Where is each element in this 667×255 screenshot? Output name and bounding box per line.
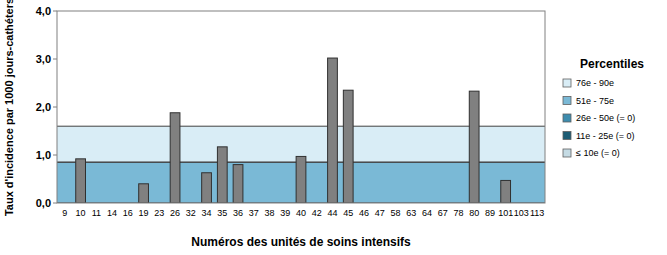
x-tick-label: 26 xyxy=(170,208,180,218)
x-tick-label: 58 xyxy=(390,208,400,218)
bar xyxy=(343,90,353,203)
legend-swatch xyxy=(563,79,571,87)
plot-frame xyxy=(57,11,545,203)
x-tick-label: 40 xyxy=(296,208,306,218)
x-tick-label: 46 xyxy=(359,208,369,218)
bar xyxy=(170,113,180,203)
legend-label: 76e - 90e xyxy=(576,78,614,88)
x-tick-label: 19 xyxy=(139,208,149,218)
bar xyxy=(233,165,243,203)
y-tick-label: 3,0 xyxy=(36,53,51,65)
x-tick-label: 47 xyxy=(375,208,385,218)
legend-label: ≤ 10e (= 0) xyxy=(576,148,620,158)
y-tick-label: 4,0 xyxy=(36,5,51,17)
x-tick-label: 10 xyxy=(76,208,86,218)
x-tick-label: 9 xyxy=(62,208,67,218)
x-tick-label: 38 xyxy=(265,208,275,218)
x-tick-label: 45 xyxy=(343,208,353,218)
x-tick-label: 44 xyxy=(327,208,337,218)
x-tick-label: 63 xyxy=(406,208,416,218)
y-tick xyxy=(53,11,57,12)
x-tick-label: 14 xyxy=(107,208,117,218)
x-tick-label: 89 xyxy=(485,208,495,218)
legend-label: 51e - 75e xyxy=(576,96,614,106)
plot-area xyxy=(57,11,545,203)
y-tick xyxy=(53,59,57,60)
x-tick-label: 42 xyxy=(312,208,322,218)
x-tick-label: 103 xyxy=(514,208,529,218)
y-tick xyxy=(53,155,57,156)
y-tick xyxy=(53,203,57,204)
bar xyxy=(202,173,212,203)
legend: Percentiles 76e - 90e 51e - 75e 26e - 50e (… xyxy=(563,57,644,158)
bar xyxy=(139,184,149,203)
bar xyxy=(328,58,338,203)
x-tick-label: 78 xyxy=(453,208,463,218)
plot-background xyxy=(57,11,545,203)
chart: 0,0 1,0 2,0 3,0 4,0 9 10 11 14 16 19 23 26 32 34 35 36 37… xyxy=(0,0,667,255)
y-tick-label: 1,0 xyxy=(36,149,51,161)
x-tick-label: 11 xyxy=(92,208,101,218)
y-tick xyxy=(53,107,57,108)
x-tick-label: 35 xyxy=(217,208,227,218)
bar xyxy=(217,147,227,203)
x-tick-label: 34 xyxy=(202,208,212,218)
legend-title: Percentiles xyxy=(580,57,644,71)
x-tick-label: 67 xyxy=(438,208,448,218)
legend-label: 11e - 25e (= 0) xyxy=(576,131,635,141)
x-tick-label: 64 xyxy=(422,208,432,218)
x-tick-label: 101 xyxy=(498,208,513,218)
bar xyxy=(501,180,511,203)
x-tick-label: 39 xyxy=(280,208,290,218)
y-axis-title: Taux d'incidence par 1000 jours-cathéter… xyxy=(3,0,15,216)
x-tick-label: 32 xyxy=(186,208,196,218)
x-axis-title: Numéros des unités de soins intensifs xyxy=(191,235,411,249)
x-tick-label: 113 xyxy=(530,208,544,218)
chart-container: 0,0 1,0 2,0 3,0 4,0 9 10 11 14 16 19 23 26 32 34 35 36 37… xyxy=(0,0,667,255)
y-tick-label: 0,0 xyxy=(36,197,51,209)
x-tick-label: 36 xyxy=(233,208,243,218)
bar xyxy=(296,156,306,203)
x-tick-label: 23 xyxy=(154,208,164,218)
legend-swatch xyxy=(563,149,571,157)
x-tick-label: 16 xyxy=(123,208,133,218)
bar xyxy=(469,91,479,203)
legend-swatch xyxy=(563,114,571,122)
legend-swatch xyxy=(563,97,571,105)
y-tick-label: 2,0 xyxy=(36,101,51,113)
x-tick-label: 37 xyxy=(249,208,259,218)
legend-label: 26e - 50e (= 0) xyxy=(576,113,635,123)
x-tick-label: 80 xyxy=(469,208,479,218)
legend-swatch xyxy=(563,132,571,140)
bar xyxy=(76,159,86,203)
